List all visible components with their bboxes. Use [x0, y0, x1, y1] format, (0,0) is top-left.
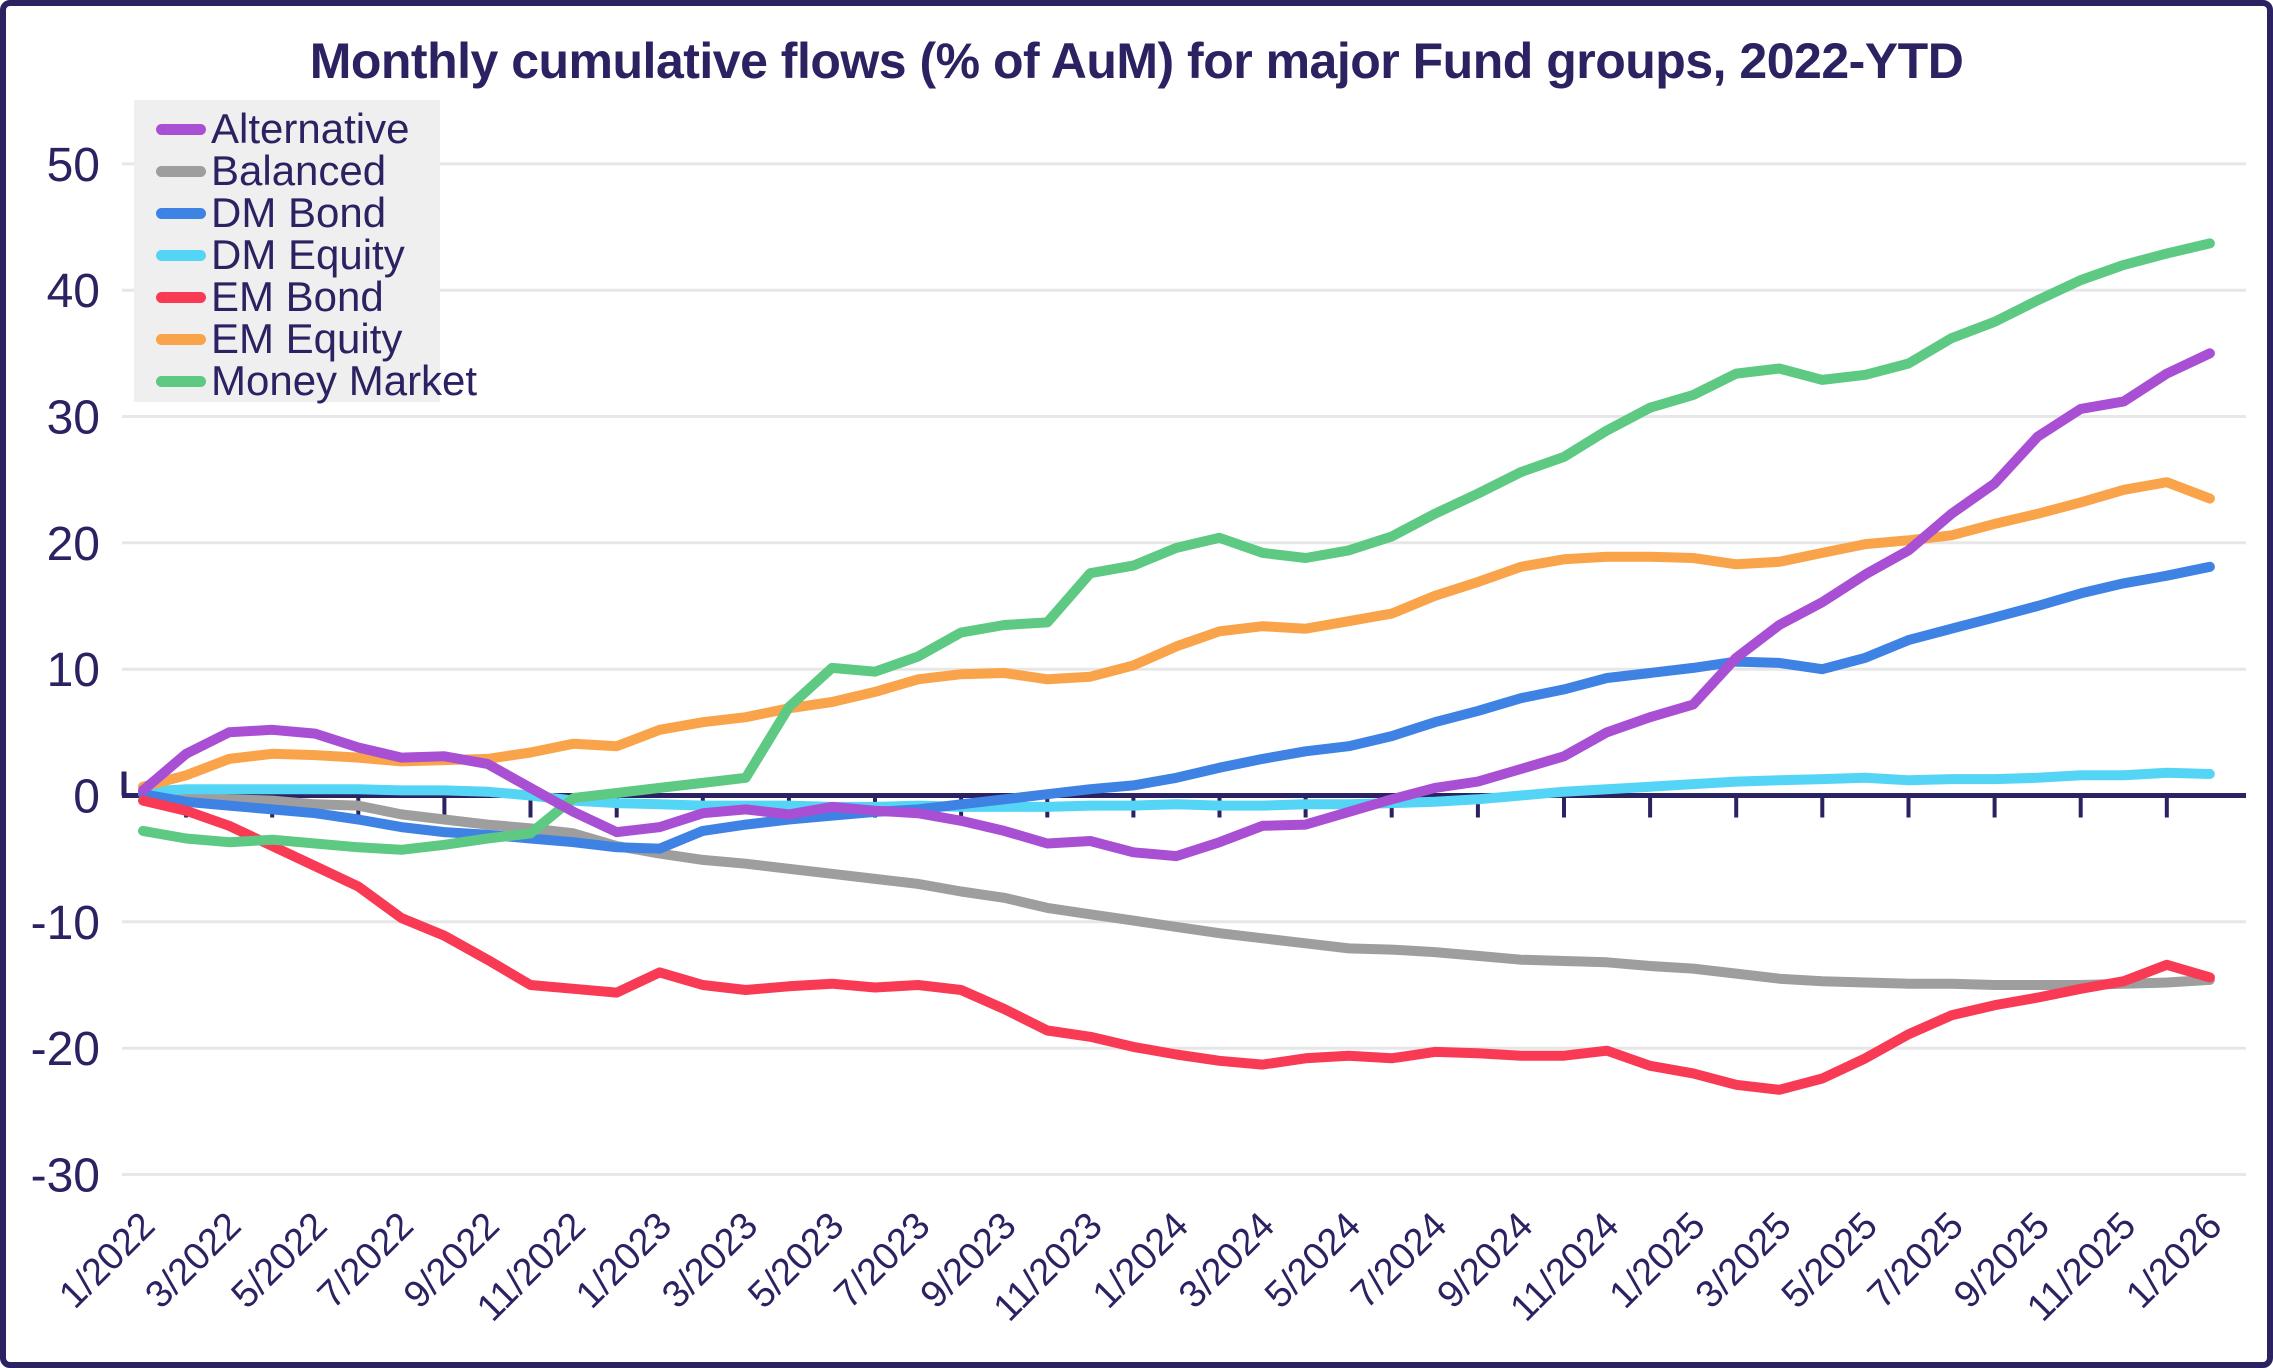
x-tick-label: 3/2022: [138, 1205, 250, 1317]
y-tick-label: 50: [47, 139, 100, 192]
y-tick-label: 20: [47, 518, 100, 571]
legend-item-em-bond: EM Bond: [134, 276, 440, 318]
legend-label: Money Market: [211, 357, 478, 404]
y-tick-label: -20: [31, 1023, 100, 1076]
x-tick-label: 1/2023: [568, 1205, 680, 1317]
x-tick-label: 3/2025: [1688, 1205, 1800, 1317]
legend-swatch-icon: [156, 333, 206, 345]
x-tick-label: 3/2023: [654, 1205, 766, 1317]
legend-label: Balanced: [211, 147, 387, 194]
legend-swatch-icon: [156, 165, 206, 177]
legend-swatch-icon: [156, 291, 206, 303]
x-tick-label: 7/2025: [1860, 1205, 1972, 1317]
legend-item-money-market: Money Market: [134, 360, 477, 402]
legend-swatch-icon: [156, 207, 206, 219]
chart-title: Monthly cumulative flows (% of AuM) for …: [309, 33, 1964, 89]
x-tick-label: 1/2025: [1602, 1205, 1714, 1317]
series-line-balanced: [138, 788, 2215, 990]
series-line-em-equity: [138, 477, 2215, 792]
legend-item-alternative: Alternative: [134, 108, 440, 150]
x-tick-label: 1/2024: [1085, 1205, 1197, 1317]
x-tick-label: 1/2026: [2118, 1205, 2230, 1317]
y-tick-label: -30: [31, 1150, 100, 1203]
series-line-dm-equity: [138, 767, 2215, 812]
x-tick-label: 1/2022: [51, 1205, 163, 1317]
y-tick-label: -10: [31, 897, 100, 950]
line-plot: 50403020100-10-20-301/20223/20225/20227/…: [31, 139, 2246, 1330]
legend-label: EM Equity: [211, 315, 403, 362]
legend-item-em-equity: EM Equity: [134, 318, 440, 360]
x-tick-label: 7/2024: [1343, 1205, 1455, 1317]
legend-swatch-icon: [156, 123, 206, 135]
y-tick-label: 0: [73, 771, 100, 824]
x-tick-label: 5/2022: [224, 1205, 336, 1317]
legend: Alternative Balanced DM Bond DM Equity EM Bo…: [134, 100, 477, 402]
x-tick-label: 3/2024: [1171, 1205, 1283, 1317]
x-tick-label: 7/2022: [310, 1205, 422, 1317]
legend-label: DM Equity: [211, 231, 405, 278]
legend-swatch-icon: [156, 249, 206, 261]
series-line-alternative: [138, 348, 2215, 862]
legend-label: Alternative: [211, 105, 410, 152]
legend-item-balanced: Balanced: [134, 150, 440, 192]
legend-label: EM Bond: [211, 273, 384, 320]
legend-item-dm-bond: DM Bond: [134, 192, 440, 234]
y-tick-label: 40: [47, 265, 100, 318]
x-tick-label: 5/2025: [1774, 1205, 1886, 1317]
x-tick-label: 5/2023: [740, 1205, 852, 1317]
legend-item-dm-equity: DM Equity: [134, 234, 440, 276]
legend-swatch-icon: [156, 375, 206, 387]
y-tick-label: 30: [47, 392, 100, 445]
y-tick-label: 10: [47, 644, 100, 697]
series-line-em-bond: [138, 795, 2215, 1095]
x-tick-label: 7/2023: [827, 1205, 939, 1317]
x-tick-label: 5/2024: [1257, 1205, 1369, 1317]
legend-label: DM Bond: [211, 189, 387, 236]
series-line-money-market: [138, 238, 2215, 855]
